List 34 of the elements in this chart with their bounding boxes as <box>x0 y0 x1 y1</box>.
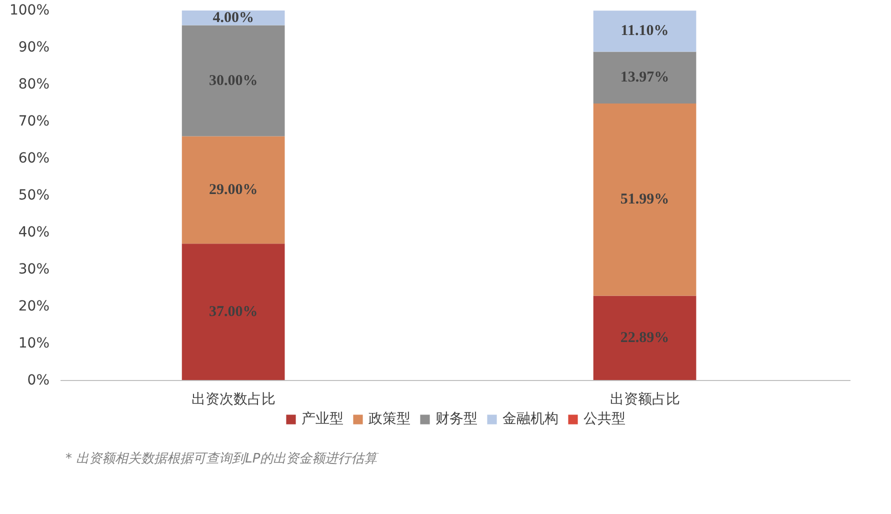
data-label: 11.10% <box>620 23 669 40</box>
y-tick-label: 10% <box>18 336 50 352</box>
y-tick-label: 80% <box>18 76 50 92</box>
data-label: 29.00% <box>208 182 258 198</box>
bar <box>593 52 696 104</box>
x-tick-label: 出资次数占比 <box>191 392 276 408</box>
data-label: 30.00% <box>208 72 258 89</box>
bar <box>182 136 285 244</box>
bar <box>593 103 696 296</box>
data-label: 37.00% <box>208 304 258 320</box>
y-tick-label: 50% <box>18 188 50 204</box>
y-tick-label: 60% <box>18 150 50 166</box>
data-label: 13.97% <box>620 70 670 86</box>
bar <box>182 25 285 136</box>
y-tick-label: 0% <box>27 372 50 388</box>
legend-label: 金融机构 <box>502 410 558 428</box>
legend-label: 公共型 <box>584 410 626 428</box>
bar <box>182 244 285 380</box>
y-tick-label: 40% <box>18 224 50 240</box>
legend-label: 政策型 <box>368 410 410 428</box>
legend-label: 财务型 <box>436 410 478 428</box>
bar <box>593 296 696 380</box>
data-label: 22.89% <box>620 330 670 346</box>
y-tick-label: 20% <box>18 298 50 314</box>
y-tick-label: 30% <box>18 262 50 278</box>
y-tick-label: 90% <box>18 40 50 56</box>
data-label: 51.99% <box>620 192 670 208</box>
legend-label: 产业型 <box>302 410 344 428</box>
x-tick-label: 出资额占比 <box>610 392 680 408</box>
text: * 出资额相关数据根据可查询到LP的出资金额进行估算 <box>66 452 380 466</box>
y-tick-label: 70% <box>18 114 50 130</box>
y-tick-label: 100% <box>9 2 50 18</box>
data-label: 4.00% <box>212 10 254 26</box>
bar <box>593 10 696 52</box>
